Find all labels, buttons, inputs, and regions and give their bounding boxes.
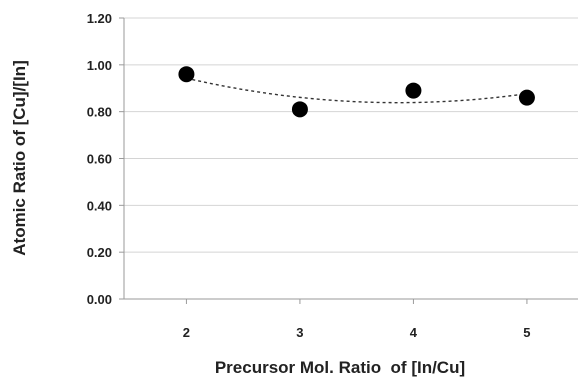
y-tick-labels: 0.00 0.20 0.40 0.60 0.80 1.00 1.20 xyxy=(87,11,124,307)
x-tick-label: 4 xyxy=(410,325,418,340)
x-axis-title: Precursor Mol. Ratio of [In/Cu] xyxy=(215,358,465,377)
data-points xyxy=(178,66,535,118)
y-tick-label: 1.00 xyxy=(87,58,112,73)
data-point xyxy=(291,101,308,118)
gridlines xyxy=(124,17,578,253)
y-tick-label: 0.60 xyxy=(87,152,112,167)
x-tick-label: 3 xyxy=(296,325,303,340)
x-tick-labels: 2 3 4 5 xyxy=(183,299,531,340)
y-tick-label: 1.20 xyxy=(87,11,112,26)
x-tick-label: 2 xyxy=(183,325,190,340)
data-point xyxy=(405,82,422,99)
x-tick-label: 5 xyxy=(523,325,530,340)
y-tick-label: 0.40 xyxy=(87,198,112,213)
data-point xyxy=(178,66,195,83)
y-tick-label: 0.80 xyxy=(87,105,112,120)
trendline xyxy=(186,77,528,104)
data-point xyxy=(518,89,535,106)
y-tick-label: 0.00 xyxy=(87,292,112,307)
y-tick-label: 0.20 xyxy=(87,245,112,260)
y-axis-title: Atomic Ratio of [Cu]/[In] xyxy=(10,60,29,255)
